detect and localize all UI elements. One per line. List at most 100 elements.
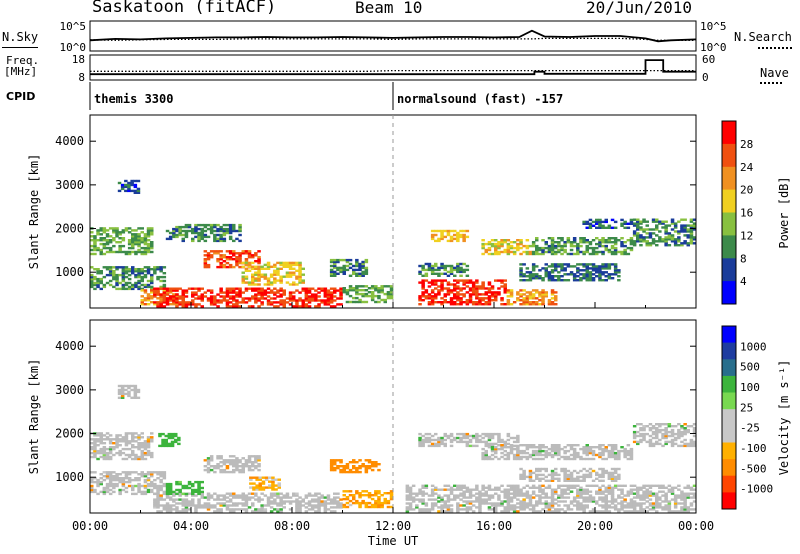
velocity-cell: [465, 432, 470, 436]
power-cell: [535, 237, 539, 240]
velocity-cell: [194, 504, 198, 507]
velocity-cell: [150, 490, 154, 494]
velocity-cell: [352, 466, 356, 470]
velocity-cell: [134, 453, 138, 457]
power-cell: [446, 287, 451, 290]
power-cell: [443, 229, 447, 233]
power-cell: [216, 223, 220, 227]
velocity-cell: [159, 480, 163, 484]
velocity-cell: [228, 498, 233, 501]
velocity-cell: [421, 490, 425, 493]
power-cell: [582, 265, 586, 268]
power-cell: [228, 291, 233, 294]
power-cell: [547, 271, 552, 274]
velocity-cell: [686, 428, 690, 432]
velocity-cell: [367, 466, 372, 470]
power-cell: [459, 289, 463, 292]
velocity-cell: [197, 498, 201, 501]
power-cell: [301, 305, 305, 308]
velocity-cell: [295, 500, 299, 503]
power-cell: [462, 262, 466, 266]
power-cell: [112, 231, 116, 234]
power-cell: [197, 235, 201, 239]
velocity-cell: [105, 438, 110, 441]
velocity-cell: [519, 451, 523, 455]
power-cell: [585, 226, 589, 229]
velocity-cell: [680, 498, 684, 501]
power-cell: [598, 241, 602, 244]
power-cell: [547, 279, 552, 282]
velocity-cell: [636, 430, 640, 434]
power-cell: [298, 277, 302, 280]
power-cell: [159, 301, 163, 304]
power-cell: [437, 229, 441, 233]
velocity-cell: [389, 505, 394, 509]
power-cell: [449, 272, 454, 275]
power-cell: [547, 248, 552, 252]
power-cell: [159, 266, 163, 269]
velocity-cell: [475, 444, 479, 448]
power-cell: [323, 295, 328, 298]
power-cell: [178, 301, 182, 304]
velocity-cell: [167, 434, 172, 438]
power-cell: [595, 220, 599, 224]
power-cell: [203, 233, 208, 237]
velocity-cell: [434, 492, 438, 495]
power-cell: [475, 291, 479, 294]
velocity-cell: [563, 457, 567, 461]
power-cell: [326, 297, 331, 300]
power-cell: [588, 252, 593, 256]
velocity-cell: [115, 482, 119, 486]
velocity-cell: [453, 484, 457, 487]
power-cell: [317, 291, 321, 294]
power-cell: [585, 277, 589, 280]
power-cell: [282, 261, 286, 265]
velocity-cell: [525, 484, 530, 487]
power-cell: [232, 297, 236, 300]
velocity-cell: [156, 492, 160, 496]
velocity-cell: [228, 492, 233, 495]
power-cell: [500, 281, 504, 284]
power-cell: [181, 237, 185, 241]
power-cell: [178, 229, 182, 233]
power-cell: [465, 303, 470, 306]
velocity-cell: [352, 465, 356, 468]
power-cell: [121, 279, 126, 283]
velocity-cell: [595, 473, 599, 477]
power-cell: [118, 231, 122, 234]
velocity-cell: [604, 471, 608, 475]
power-cell: [200, 287, 204, 290]
power-cell: [683, 240, 687, 243]
velocity-cell: [500, 446, 504, 449]
x-tick-label: 16:00: [476, 519, 512, 533]
velocity-cell: [133, 388, 138, 392]
velocity-cell: [673, 498, 678, 501]
velocity-cell: [465, 490, 470, 493]
velocity-cell: [677, 444, 681, 448]
power-cell: [184, 225, 189, 229]
power-ytick-label: 1000: [55, 265, 84, 279]
velocity-cell: [235, 502, 239, 505]
velocity-ytick-label: 1000: [55, 470, 84, 484]
velocity-cell: [554, 471, 558, 475]
velocity-cell: [544, 479, 548, 482]
power-cell: [632, 244, 637, 247]
power-cell: [285, 273, 290, 276]
power-cell: [134, 239, 138, 242]
velocity-cell: [178, 502, 182, 505]
velocity-cell: [370, 505, 375, 509]
velocity-cell: [528, 496, 533, 499]
power-cell: [254, 287, 258, 290]
velocity-cell: [430, 490, 435, 493]
velocity-cell: [673, 425, 678, 428]
velocity-cell: [512, 508, 517, 511]
power-cell: [143, 270, 148, 273]
velocity-cell: [184, 510, 189, 513]
power-cell: [288, 275, 293, 278]
power-cell: [673, 240, 678, 243]
velocity-cell: [137, 482, 141, 486]
velocity-cell: [124, 444, 129, 447]
velocity-cell: [336, 506, 340, 509]
velocity-cell: [475, 498, 479, 501]
power-cell: [184, 301, 189, 304]
